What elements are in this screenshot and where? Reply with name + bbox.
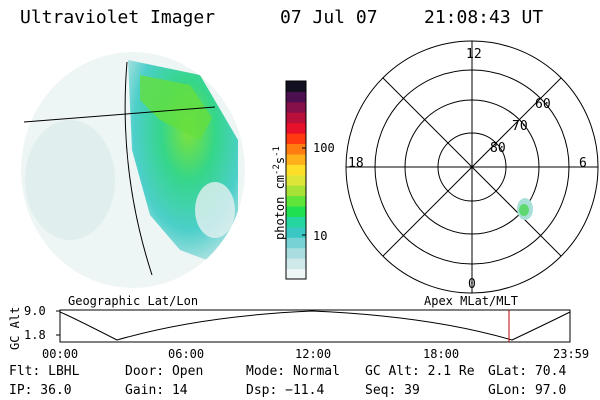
date-readout: 07 Jul 07 (280, 7, 378, 28)
apex-label: Apex MLat/MLT (424, 294, 518, 308)
time-readout: 21:08:43 UT (424, 7, 544, 28)
mlt-label-12: 12 (466, 47, 482, 62)
x-tick-1200: 12:00 (295, 347, 332, 361)
x-tick-2359: 23:59 (553, 347, 590, 361)
x-tick-0000: 00:00 (42, 347, 79, 361)
colorbar-band (286, 206, 306, 217)
orbit-altitude-curve (59, 310, 571, 341)
status-glon: GLon: 97.0 (488, 383, 567, 398)
x-tick-1800: 18:00 (423, 347, 460, 361)
geographic-label: Geographic Lat/Lon (68, 294, 199, 308)
colorbar-band (286, 153, 306, 165)
colorbar-band (286, 237, 306, 249)
colorbar-band (286, 174, 306, 186)
colorbar (286, 81, 306, 280)
lat-label-60: 60 (535, 97, 551, 112)
x-tick-0600: 06:00 (168, 347, 205, 361)
status-gc-alt: GC Alt: 2.1 Re (365, 364, 475, 379)
status-glat: GLat: 70.4 (488, 364, 567, 379)
colorbar-band (286, 247, 306, 259)
colorbar-band (286, 133, 306, 145)
timeline-y-tick-min: 1.8 (24, 328, 46, 342)
earth-disk-image (21, 52, 245, 288)
colorbar-band (286, 143, 306, 155)
status-mode: Mode: Normal (246, 364, 340, 379)
polar-plot (345, 40, 599, 294)
timeline-y-title: GC Alt (8, 306, 22, 350)
colorbar-band (286, 226, 306, 238)
colorbar-band (286, 122, 306, 134)
colorbar-band (286, 101, 306, 113)
mlt-label-18: 18 (348, 156, 364, 171)
status-gain: Gain: 14 (125, 383, 188, 398)
latitude-line (23, 106, 216, 123)
altitude-timeline (56, 309, 571, 343)
colorbar-band (286, 81, 306, 92)
colorbar-band (286, 216, 306, 228)
status-seq: Seq: 39 (365, 383, 420, 398)
colorbar-band (286, 258, 306, 270)
colorbar-band (286, 195, 306, 207)
colorbar-unit-label: photon cm-2s-1 (272, 146, 287, 240)
status-dsp: Dsp: −11.4 (246, 383, 325, 398)
lat-label-70: 70 (512, 119, 528, 134)
status-ip: IP: 36.0 (9, 383, 72, 398)
app-title: Ultraviolet Imager (20, 7, 216, 28)
lat-label-80: 80 (490, 141, 506, 156)
mlt-label-6: 6 (579, 156, 587, 171)
mlt-label-0: 0 (468, 277, 476, 292)
colorbar-band (286, 268, 306, 280)
status-filter: Flt: LBHL (9, 364, 80, 379)
colorbar-band (286, 185, 306, 197)
longitude-line (124, 61, 153, 276)
colorbar-band (286, 112, 306, 124)
colorbar-tick-10: 10 (313, 229, 328, 243)
colorbar-tick-100: 100 (313, 141, 335, 155)
timeline-y-tick-max: 9.0 (24, 304, 46, 318)
colorbar-band (286, 164, 306, 176)
status-door: Door: Open (125, 364, 204, 379)
colorbar-band (286, 91, 306, 103)
